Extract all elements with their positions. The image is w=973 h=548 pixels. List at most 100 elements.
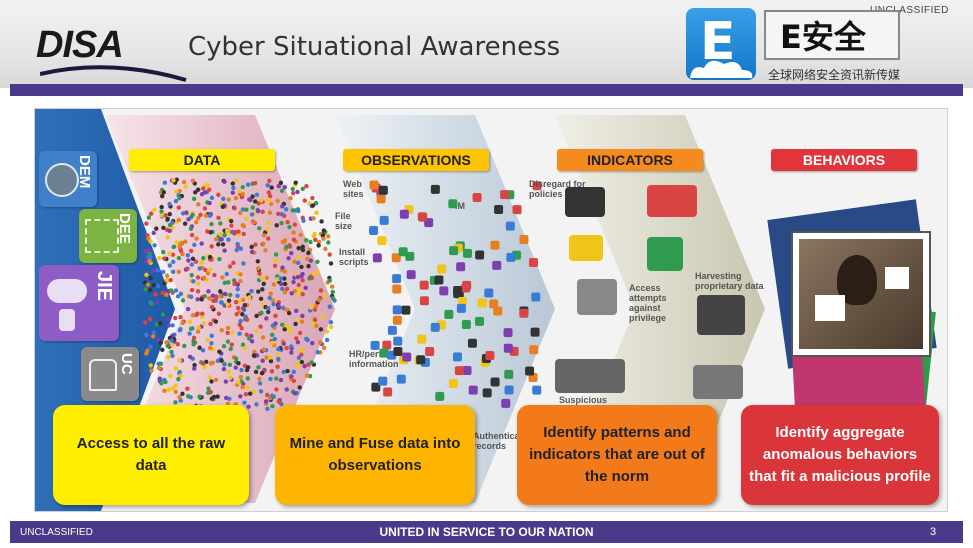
data-dot	[146, 215, 151, 220]
data-dot	[191, 196, 197, 201]
data-dot	[265, 392, 270, 398]
data-dot	[266, 220, 272, 226]
data-dot	[257, 271, 262, 276]
puzzle-piece	[531, 292, 541, 302]
data-dot	[164, 273, 170, 278]
puzzle-piece	[437, 264, 447, 274]
data-dot	[191, 279, 196, 284]
globe-icon	[45, 163, 79, 197]
cloud-icon	[690, 60, 753, 78]
data-dot	[226, 298, 232, 303]
puzzle-piece	[489, 299, 499, 309]
puzzle-piece	[417, 212, 427, 222]
data-dot	[321, 236, 326, 241]
data-dot	[185, 253, 190, 258]
data-dot	[173, 315, 178, 321]
puzzle-piece	[406, 270, 416, 280]
data-dot	[154, 321, 160, 327]
data-dot	[162, 180, 168, 185]
data-dot	[220, 204, 226, 209]
data-dot	[222, 179, 227, 184]
data-dot	[290, 208, 295, 213]
data-dot	[299, 319, 305, 324]
data-dot	[250, 194, 255, 199]
data-dot	[232, 229, 237, 235]
data-dot	[241, 261, 246, 266]
data-dot	[279, 220, 284, 226]
data-dot	[176, 269, 181, 274]
data-dot	[225, 339, 231, 344]
puzzle-piece	[512, 205, 522, 215]
data-dot	[167, 263, 173, 268]
data-dot	[214, 296, 219, 301]
data-dot	[200, 361, 206, 366]
data-dot	[151, 268, 157, 273]
data-dot	[152, 207, 157, 213]
data-dot	[239, 325, 244, 331]
data-dot	[268, 358, 274, 364]
data-dot	[271, 301, 276, 307]
data-dot	[200, 348, 206, 353]
data-dot	[298, 232, 304, 238]
data-dot	[257, 226, 262, 231]
data-dot	[259, 370, 265, 376]
puzzle-piece	[419, 296, 429, 306]
data-dot	[259, 198, 264, 203]
data-dot	[305, 373, 310, 378]
data-dot	[326, 234, 331, 239]
data-dot	[226, 197, 232, 202]
data-dot	[319, 219, 324, 224]
data-dot	[260, 287, 265, 292]
puzzle-piece	[376, 194, 386, 204]
data-dot	[160, 290, 165, 295]
data-dot	[220, 242, 226, 247]
data-dot	[299, 352, 304, 357]
data-dot	[167, 201, 172, 207]
data-dot	[241, 224, 247, 229]
data-dot	[218, 289, 223, 294]
puzzle-piece	[519, 234, 529, 244]
data-dot	[252, 199, 258, 204]
data-dot	[254, 328, 259, 334]
data-dot	[258, 389, 264, 394]
data-dot	[260, 358, 265, 363]
data-dot	[178, 398, 183, 403]
data-dot	[264, 355, 269, 360]
data-dot	[295, 275, 301, 280]
data-dot	[200, 311, 205, 316]
data-dot	[177, 195, 182, 201]
data-dot	[183, 239, 188, 244]
data-dot	[278, 281, 284, 287]
data-dot	[322, 293, 327, 298]
data-dots-cluster	[142, 177, 337, 412]
data-dot	[296, 246, 301, 251]
data-dot	[291, 230, 296, 235]
data-dot	[235, 286, 240, 292]
data-dot	[188, 226, 194, 231]
data-dot	[279, 212, 284, 217]
data-dot	[302, 198, 307, 203]
data-dot	[297, 385, 302, 390]
data-dot	[279, 188, 285, 194]
data-dot	[160, 347, 165, 353]
note-suspicious: Suspicious	[559, 395, 608, 405]
data-dot	[149, 368, 154, 373]
data-dot	[260, 302, 265, 307]
card-observations: Mine and Fuse data into observations	[275, 405, 475, 505]
data-dot	[251, 353, 257, 358]
data-dot	[200, 186, 206, 191]
puzzle-piece	[372, 253, 382, 263]
data-dot	[164, 292, 169, 298]
data-dot	[244, 317, 250, 322]
data-dot	[164, 278, 170, 283]
data-dot	[280, 204, 285, 209]
data-dot	[291, 369, 297, 375]
data-dot	[266, 309, 271, 315]
data-dot	[201, 321, 206, 326]
data-dot	[280, 286, 285, 291]
data-dot	[209, 221, 214, 227]
data-dot	[178, 373, 183, 379]
data-dot	[251, 220, 257, 225]
data-dot	[238, 374, 244, 380]
data-dot	[173, 383, 178, 388]
